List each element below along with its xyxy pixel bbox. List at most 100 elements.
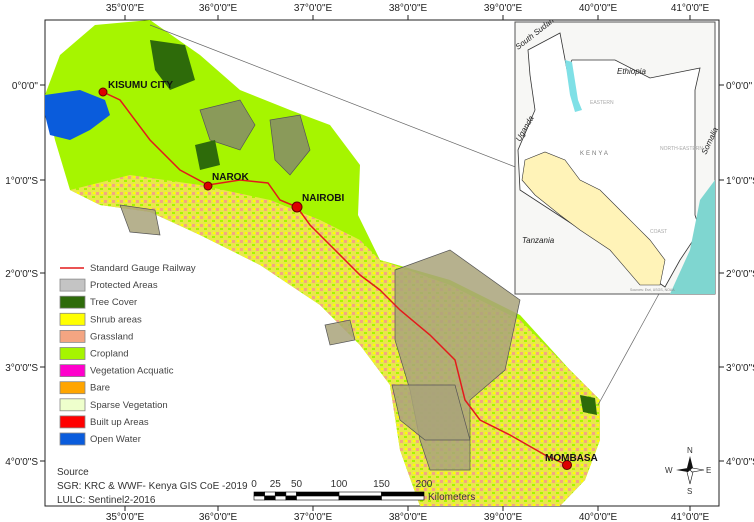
city-mombasa: MOMBASA (545, 453, 598, 470)
longitude-label-bottom: 35°0'0"E (106, 512, 145, 522)
compass-s: S (687, 487, 692, 496)
open-water-lake-victoria (45, 90, 110, 140)
longitude-labels: 35°0'0"E 35°0'0"E 36°0'0"E 36°0'0"E 37°0'0"E… (106, 3, 710, 522)
city-label: MOMBASA (545, 453, 598, 464)
legend-item: Vegetation Acquatic (59, 364, 174, 378)
inset-region-eastern: EASTERN (590, 100, 614, 106)
scale-segment (296, 495, 340, 501)
legend-item: Open Water (59, 432, 141, 446)
north-arrow-icon: N S E W (665, 446, 711, 496)
scale-segment (264, 495, 276, 501)
legend: Standard Gauge Railway Protected Areas Tre… (59, 263, 196, 446)
inset-leader-line (597, 291, 661, 406)
longitude-label-bottom: 36°0'0"E (199, 512, 238, 522)
city-label: NAIROBI (302, 193, 344, 204)
legend-label: Built up Areas (90, 417, 149, 428)
legend-label: Sparse Vegetation (90, 400, 168, 411)
latitude-labels: 0°0'0" 0°0'0" 1°0'0"S 1°0'0"S 2°0'0"S 2°0'0"S… (5, 81, 754, 468)
scale-tick-label: 150 (373, 479, 390, 490)
tree-cover (580, 395, 597, 415)
latitude-label-left: 0°0'0" (12, 81, 39, 92)
latitude-label-left: 4°0'0"S (5, 457, 38, 468)
compass-n: N (687, 446, 693, 455)
latitude-label-left: 2°0'0"S (5, 269, 38, 280)
protected-area (199, 99, 256, 151)
legend-item: Sparse Vegetation (59, 398, 168, 412)
legend-label: Grassland (90, 331, 133, 342)
city-label: NAROK (212, 172, 249, 183)
legend-label: Protected Areas (90, 280, 158, 291)
latitude-label-right: 1°0'0"S (726, 176, 754, 187)
protected-area (269, 114, 311, 176)
scale-segment (274, 495, 287, 501)
legend-swatch (59, 381, 86, 395)
longitude-label-top: 38°0'0"E (389, 3, 428, 14)
latitude-label-right: 0°0'0" (726, 81, 753, 92)
inset-label-tanzania: Tanzania (522, 236, 555, 245)
longitude-label-top: 39°0'0"E (484, 3, 523, 14)
legend-swatch (59, 364, 86, 378)
longitude-label-bottom: 41°0'0"E (671, 512, 710, 522)
longitude-label-bottom: 39°0'0"E (484, 512, 523, 522)
inset-label-ethiopia: Ethiopia (617, 67, 646, 76)
legend-item: Grassland (59, 329, 133, 343)
legend-swatch (59, 398, 86, 412)
scale-tick-label: 200 (416, 479, 433, 490)
scale-segment (285, 491, 297, 497)
scale-segment (338, 491, 382, 497)
legend-item: Cropland (59, 347, 129, 360)
scale-segment (296, 491, 340, 497)
legend-label: Shrub areas (90, 314, 142, 325)
city-nairobi: NAIROBI (291, 193, 344, 213)
tree-cover (150, 40, 195, 90)
legend-item: Shrub areas (59, 312, 142, 326)
standard-gauge-railway (102, 91, 568, 466)
legend-label: Cropland (90, 349, 129, 360)
latitude-label-right: 4°0'0"S (726, 457, 754, 468)
longitude-label-top: 41°0'0"E (671, 3, 710, 14)
source-line-sgr: SGR: KRC & WWF- Kenya GIS CoE -2019 (57, 481, 248, 492)
scale-segment (264, 491, 276, 497)
legend-label: Open Water (90, 434, 141, 445)
legend-item: Tree Cover (59, 295, 137, 309)
longitude-label-bottom: 37°0'0"E (294, 512, 333, 522)
scale-segment (253, 495, 265, 501)
inset-region-north-eastern: NORTH-EASTERN (660, 146, 703, 152)
scale-segment (253, 491, 265, 497)
scale-tick-label: 50 (291, 479, 303, 490)
legend-swatch (59, 432, 86, 446)
scale-tick-label: 0 (251, 479, 257, 490)
source-note: Source SGR: KRC & WWF- Kenya GIS CoE -20… (57, 467, 248, 506)
legend-label: Bare (90, 383, 110, 394)
legend-swatch (59, 312, 86, 326)
compass-e: E (706, 466, 711, 475)
legend-label: Tree Cover (90, 297, 137, 308)
longitude-label-top: 37°0'0"E (294, 3, 333, 14)
inset-region-coast: COAST (650, 229, 667, 235)
city-kisumu: KISUMU CITY (98, 80, 173, 97)
compass-w: W (665, 466, 673, 475)
inset-credit: Sources: Esri, USGS, NOAA (630, 288, 675, 292)
scale-segment (338, 495, 382, 501)
legend-swatch (59, 347, 86, 360)
scale-unit: Kilometers (428, 492, 475, 503)
protected-area (119, 204, 161, 236)
scale-tick-label: 100 (331, 479, 348, 490)
source-line-lulc: LULC: Sentinel2-2016 (57, 495, 156, 506)
protected-area (391, 384, 471, 441)
longitude-label-bottom: 40°0'0"E (579, 512, 618, 522)
scale-segment (285, 495, 297, 501)
protected-area (324, 319, 356, 346)
scale-bar: 0 25 50 100 150 200 Kilometers (251, 479, 475, 503)
legend-swatch (59, 415, 86, 429)
inset-region-kenya: KENYA (580, 151, 610, 157)
legend-label: Standard Gauge Railway (90, 263, 196, 274)
legend-item: Standard Gauge Railway (60, 263, 196, 274)
scale-tick-label: 25 (270, 479, 282, 490)
scale-segment (381, 495, 425, 501)
longitude-label-top: 40°0'0"E (579, 3, 618, 14)
legend-swatch (59, 295, 86, 309)
scale-segment (381, 491, 425, 497)
